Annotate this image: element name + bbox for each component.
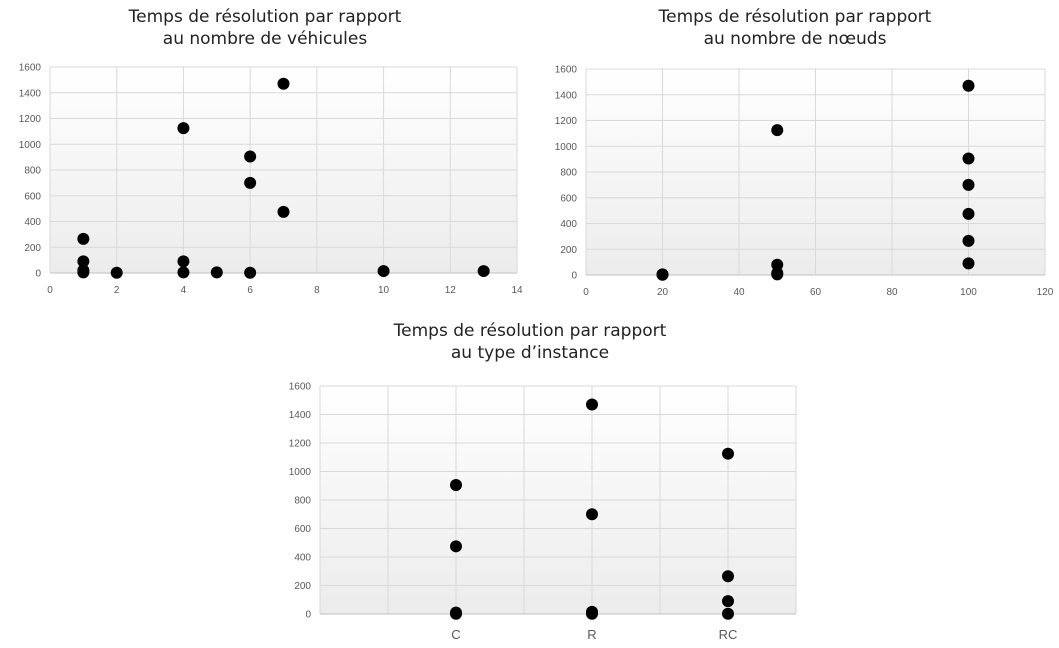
data-point xyxy=(450,540,462,553)
y-tick-label: 600 xyxy=(560,193,577,204)
data-point xyxy=(722,607,734,620)
data-point xyxy=(962,257,975,270)
data-point xyxy=(771,268,784,281)
data-point xyxy=(771,258,784,271)
y-tick-label: 1000 xyxy=(19,140,42,151)
y-tick-label: 600 xyxy=(24,191,41,202)
data-point xyxy=(377,265,390,278)
y-tick-label: 400 xyxy=(560,219,577,230)
chart-title: Temps de résolution par rapport au nombr… xyxy=(560,6,1030,50)
chart-title-line2: au nombre de véhicules xyxy=(162,29,368,49)
chart-title: Temps de résolution par rapport au type … xyxy=(320,320,740,364)
y-tick-label: 1400 xyxy=(289,410,312,421)
data-point xyxy=(277,205,290,218)
data-point xyxy=(962,79,975,92)
data-point xyxy=(244,176,257,189)
x-tick-label: 0 xyxy=(47,285,53,296)
data-point xyxy=(586,607,598,620)
scatter-plot: 0 200 400 600 800 1000 1200 1400 1600 0 20 40 60 80 10… xyxy=(555,65,1054,299)
data-point xyxy=(771,124,784,137)
y-tick-label: 1200 xyxy=(19,114,42,125)
y-tick-label: 1000 xyxy=(555,142,578,153)
x-tick-label: 14 xyxy=(511,285,523,296)
data-point xyxy=(77,232,90,245)
x-tick-label: 80 xyxy=(886,287,898,298)
y-tick-label: 1600 xyxy=(289,382,312,393)
scatter-plot: 0 200 400 600 800 1000 1200 1400 1600 0 2 4 6 8 10 12 14 xyxy=(19,63,523,297)
x-tick-label: 12 xyxy=(445,285,457,296)
y-tick-label: 200 xyxy=(24,243,41,254)
chart-instance-type: Temps de résolution par rapport au type … xyxy=(260,318,800,648)
x-tick-label: 120 xyxy=(1037,287,1054,298)
y-tick-label: 1600 xyxy=(555,65,578,76)
data-point xyxy=(962,234,975,247)
x-category-label: C xyxy=(451,627,460,642)
data-point xyxy=(77,255,90,268)
y-tick-label: 0 xyxy=(305,610,311,621)
y-tick-label: 400 xyxy=(24,217,41,228)
chart-title: Temps de résolution par rapport au nombr… xyxy=(40,6,490,50)
data-point xyxy=(77,266,90,279)
data-point xyxy=(177,122,190,135)
x-tick-label: 20 xyxy=(657,287,669,298)
y-tick-label: 1400 xyxy=(555,90,578,101)
y-tick-label: 0 xyxy=(571,271,577,282)
y-tick-label: 600 xyxy=(294,524,311,535)
data-point xyxy=(962,207,975,220)
x-tick-label: 10 xyxy=(378,285,390,296)
data-point xyxy=(177,266,190,279)
data-point xyxy=(277,77,290,90)
data-point xyxy=(244,266,257,279)
chart-title-line2: au type d’instance xyxy=(450,343,610,363)
scatter-plot: 0 200 400 600 800 1000 1200 1400 1600 C R RC xyxy=(289,382,797,642)
data-point xyxy=(962,152,975,165)
data-point xyxy=(244,150,257,163)
data-point xyxy=(962,178,975,191)
y-tick-label: 1400 xyxy=(19,88,42,99)
y-tick-label: 200 xyxy=(294,581,311,592)
data-point xyxy=(722,447,734,460)
y-tick-label: 1600 xyxy=(19,63,42,74)
y-tick-label: 400 xyxy=(294,553,311,564)
y-tick-label: 800 xyxy=(560,168,577,179)
data-point xyxy=(586,508,598,521)
x-tick-label: 100 xyxy=(960,287,977,298)
data-point xyxy=(450,479,462,492)
data-point xyxy=(586,398,598,411)
data-point xyxy=(477,265,490,278)
x-tick-label: 4 xyxy=(181,285,187,296)
data-point xyxy=(110,266,123,279)
x-category-label: R xyxy=(587,627,596,642)
x-tick-label: 0 xyxy=(583,287,589,298)
chart-title-line2: au nombre de nœuds xyxy=(703,29,887,49)
chart-title-line1: Temps de résolution par rapport xyxy=(128,7,402,27)
chart-title-line1: Temps de résolution par rapport xyxy=(393,321,667,341)
y-tick-label: 200 xyxy=(560,245,577,256)
data-point xyxy=(177,255,190,268)
x-tick-label: 2 xyxy=(114,285,120,296)
x-tick-label: 40 xyxy=(733,287,745,298)
data-point xyxy=(210,266,223,279)
y-tick-label: 1000 xyxy=(289,467,312,478)
data-point xyxy=(656,268,669,281)
y-tick-label: 1200 xyxy=(289,439,312,450)
x-tick-label: 60 xyxy=(810,287,822,298)
x-category-label: RC xyxy=(719,627,738,642)
y-tick-label: 0 xyxy=(35,269,41,280)
chart-title-line1: Temps de résolution par rapport xyxy=(658,7,932,27)
y-tick-label: 800 xyxy=(294,496,311,507)
data-point xyxy=(722,595,734,608)
x-tick-label: 8 xyxy=(314,285,320,296)
chart-vehicles: Temps de résolution par rapport au nombr… xyxy=(0,0,530,300)
data-point xyxy=(722,570,734,583)
y-tick-label: 800 xyxy=(24,166,41,177)
y-tick-label: 1200 xyxy=(555,116,578,127)
data-point xyxy=(450,607,462,620)
chart-nodes: Temps de résolution par rapport au nombr… xyxy=(530,0,1059,300)
x-tick-label: 6 xyxy=(247,285,253,296)
